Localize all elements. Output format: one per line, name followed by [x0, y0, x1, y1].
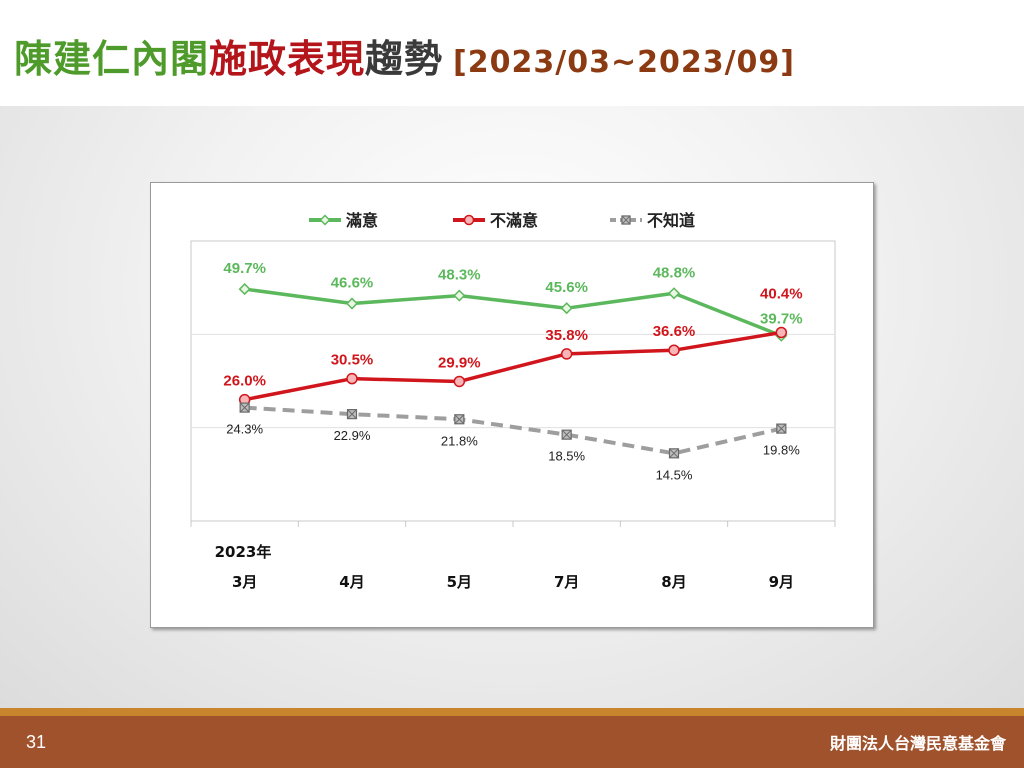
x-axis-year-label: 2023年 — [215, 543, 272, 561]
line-chart: 滿意 不滿意 不知道 49.7% 46.6% 48.3% 45.6% 48.8% 39.7% 26… — [190, 211, 836, 591]
data-point-s1-5 — [775, 326, 788, 339]
legend-label-0: 滿意 — [346, 211, 378, 230]
series-line-0 — [244, 287, 782, 338]
legend-marker-1 — [463, 214, 475, 226]
x-axis-tick-label: 5月 — [447, 573, 472, 591]
data-point-s2-0-cross — [239, 402, 250, 413]
data-point-s2-4 — [668, 448, 680, 459]
legend-marker-2-cross — [621, 215, 631, 225]
data-point-s2-3 — [561, 429, 572, 440]
x-axis-tick-label: 7月 — [554, 573, 579, 591]
legend-label-2: 不知道 — [647, 211, 695, 230]
legend-marker-0 — [319, 214, 331, 226]
data-label-s0-5: 39.7% — [760, 311, 803, 328]
slide-title: 陳建仁內閣施政表現趨勢 [2023/03~2023/09] — [14, 28, 795, 88]
data-point-s2-2 — [454, 414, 465, 425]
x-axis-tick-label: 9月 — [769, 573, 794, 591]
data-label-s2-0: 24.3% — [226, 422, 263, 437]
data-point-s1-3 — [560, 348, 573, 360]
plot-area-border — [190, 240, 836, 522]
x-axis-tick-label: 8月 — [661, 573, 686, 591]
data-point-s2-3-cross — [561, 429, 572, 440]
data-label-s2-2: 21.8% — [441, 433, 478, 448]
data-label-s2-4: 14.5% — [656, 467, 693, 482]
organization-name: 財團法人台灣民意基金會 — [829, 734, 1006, 753]
data-point-s2-1-cross — [347, 409, 357, 419]
legend-marker-2 — [621, 215, 631, 225]
data-label-s0-1: 46.6% — [331, 275, 374, 292]
chart-panel: 滿意 不滿意 不知道 49.7% 46.6% 48.3% 45.6% 48.8% 39.7% 26… — [150, 182, 874, 628]
data-point-s2-5-cross — [776, 423, 787, 434]
footer-bar: 31 財團法人台灣民意基金會 — [0, 716, 1024, 768]
data-label-s2-5: 19.8% — [763, 443, 800, 458]
data-point-s1-2 — [453, 375, 466, 388]
title-bar: 陳建仁內閣施政表現趨勢 [2023/03~2023/09] — [0, 0, 1024, 106]
data-point-s2-0 — [239, 402, 250, 413]
series-line-2 — [244, 405, 782, 456]
series-line-1 — [244, 330, 782, 402]
data-label-s0-3: 45.6% — [545, 279, 588, 296]
legend-label-1: 不滿意 — [490, 211, 538, 230]
data-point-s2-2-cross — [454, 414, 465, 425]
data-point-s0-4 — [667, 287, 681, 300]
data-point-s2-1 — [346, 409, 358, 420]
data-point-s2-4-cross — [669, 448, 679, 459]
x-axis-tick-label: 3月 — [232, 573, 257, 591]
title-date-range: [2023/03~2023/09] — [453, 45, 796, 80]
data-point-s0-3 — [560, 302, 573, 315]
data-point-s1-1 — [346, 372, 358, 385]
data-label-s0-2: 48.3% — [438, 267, 481, 284]
data-point-s2-5 — [776, 423, 787, 434]
data-label-s1-1: 30.5% — [331, 352, 374, 369]
title-part-performance: 施政表現 — [209, 37, 366, 81]
data-label-s1-0: 26.0% — [223, 373, 266, 390]
x-axis-tick-label: 4月 — [339, 573, 364, 591]
data-point-s0-1 — [345, 297, 359, 310]
data-label-s1-2: 29.9% — [438, 354, 481, 371]
data-label-s1-3: 35.8% — [545, 327, 588, 344]
footer-stripe — [0, 708, 1024, 716]
data-label-s2-1: 22.9% — [334, 428, 371, 443]
data-point-s1-4 — [668, 344, 680, 356]
page-number: 31 — [26, 732, 47, 752]
title-part-cabinet: 陳建仁內閣 — [14, 37, 210, 81]
data-label-s0-0: 49.7% — [223, 260, 266, 277]
data-label-s1-5: 40.4% — [760, 285, 803, 302]
data-point-s0-2 — [453, 289, 466, 302]
title-part-trend: 趨勢 — [365, 37, 444, 81]
data-point-s0-0 — [238, 283, 251, 296]
data-label-s1-4: 36.6% — [653, 323, 696, 340]
data-label-s2-3: 18.5% — [548, 449, 585, 464]
data-label-s0-4: 48.8% — [653, 264, 696, 281]
